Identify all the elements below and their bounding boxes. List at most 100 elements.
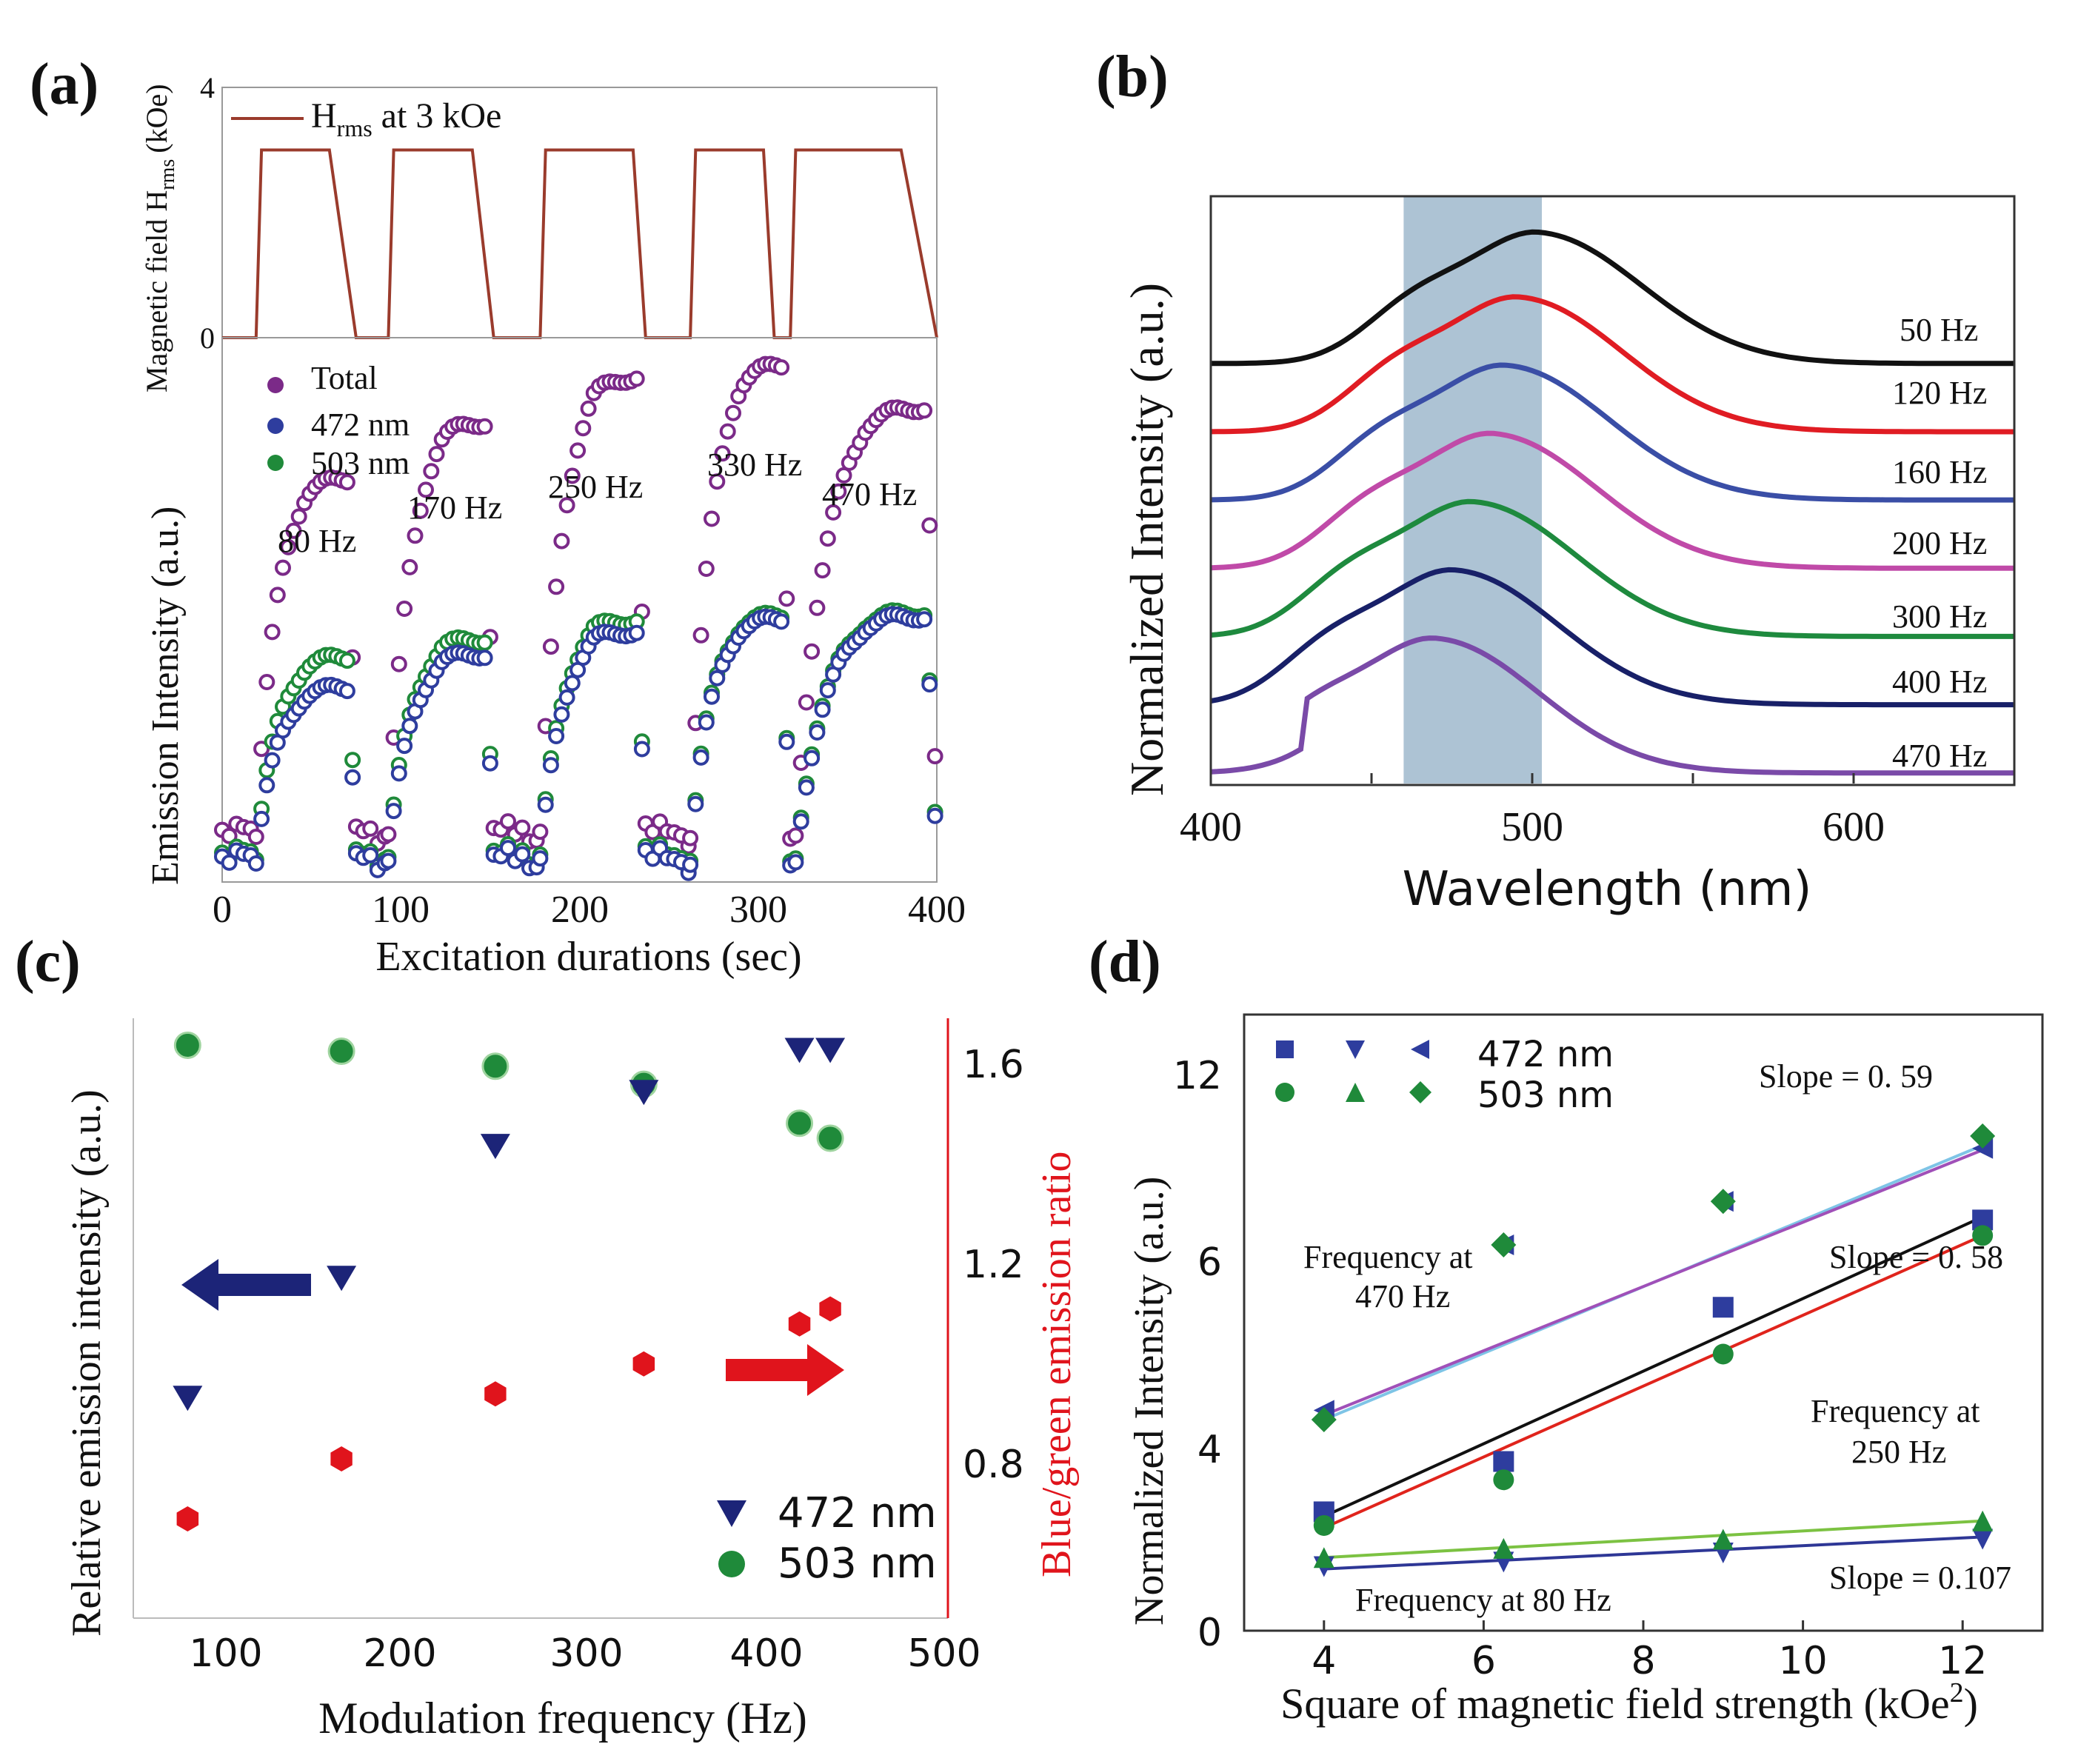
d-xtick-labels: 4 6 8 10 12 xyxy=(1312,1620,1987,1683)
c-arrow-right-shape xyxy=(726,1344,844,1396)
a-dot-Total xyxy=(280,538,297,555)
a-dot-Total xyxy=(709,473,726,490)
a-dot-Total xyxy=(407,527,424,544)
a-top-ylabel-main: Magnetic field H xyxy=(140,190,173,392)
a-annotation-80hz: 80 Hz xyxy=(278,523,356,559)
c-legend-label-503: 503 nm xyxy=(778,1540,937,1588)
a-dot-Total xyxy=(423,463,440,480)
a-dot-Total xyxy=(412,502,429,519)
a-xlabel: Excitation durations (sec) xyxy=(375,934,801,980)
b-content xyxy=(1210,229,2014,776)
d-ytick-4: 4 xyxy=(1197,1428,1222,1472)
a-xtick-100: 100 xyxy=(372,889,430,931)
d-content xyxy=(1311,1123,1996,1577)
a-annotation-470hz: 470 Hz xyxy=(822,476,917,512)
a-dot-Total xyxy=(921,517,938,534)
b-frame xyxy=(1209,195,2016,786)
b-band xyxy=(1403,196,1543,784)
d-marker-triangle-up xyxy=(1712,1529,1734,1550)
a-dot-Total xyxy=(275,559,291,576)
d-xtick-12: 12 xyxy=(1938,1639,1987,1683)
d-frame xyxy=(1243,1013,2044,1632)
b-line-470Hz xyxy=(1210,635,2014,776)
a-dot-472nm xyxy=(553,706,570,723)
a-dot-Total xyxy=(916,402,933,419)
b-line-160Hz xyxy=(1210,362,2014,503)
a-dot-472nm xyxy=(804,749,821,766)
a-dot-472nm xyxy=(390,765,407,782)
d-legend-label-503: 503 nm xyxy=(1477,1075,1614,1116)
c-ylabel-right: Blue/green emission ratio xyxy=(1034,1152,1080,1577)
a-top-ylabel-sub: rms xyxy=(156,159,179,190)
d-marker-circle xyxy=(1493,1469,1514,1491)
a-dot-472nm xyxy=(916,611,933,628)
c-point-503nm xyxy=(816,1124,844,1152)
c-point-472nm xyxy=(327,1266,357,1292)
a-dot-472nm xyxy=(687,795,704,812)
b-ylabel: Normalized Intensity (a.u.) xyxy=(1120,283,1173,796)
a-dot-472nm xyxy=(264,752,281,769)
a-top-legend-main: H xyxy=(311,96,337,136)
c-point-503nm xyxy=(173,1031,201,1059)
a-top-ytick-4: 4 xyxy=(200,71,215,104)
d-xtick-6: 6 xyxy=(1471,1639,1496,1683)
a-xticks: 0 100 200 300 400 xyxy=(213,889,966,931)
a-dot-Total xyxy=(396,601,413,617)
a-dot-472nm xyxy=(344,769,361,786)
panel-a: (a) 4 0 Magnetic field Hrms(kOe) Hrms at… xyxy=(30,52,966,980)
b-xlabel: Wavelength (nm) xyxy=(1403,862,1812,917)
b-xticks-marks xyxy=(1209,773,2016,784)
a-dot-Total xyxy=(362,820,379,837)
a-dot-Total xyxy=(542,638,559,655)
c-point-ratio xyxy=(330,1446,353,1471)
c-xtick-400: 400 xyxy=(729,1631,803,1676)
a-dot-Total xyxy=(804,643,821,660)
a-dot-Total xyxy=(698,561,715,577)
a-dot-472nm xyxy=(500,840,516,857)
a-dot-472nm xyxy=(253,810,270,827)
c-point-503nm xyxy=(786,1109,814,1137)
b-line-400Hz xyxy=(1210,567,2014,708)
a-legend-marker-total xyxy=(267,377,284,393)
b-line-300Hz xyxy=(1210,498,2014,639)
a-top-ylabel: Magnetic field Hrms (kOe) xyxy=(140,84,179,392)
d-xlabel-main: Square of magnetic field strength (kOe xyxy=(1280,1680,1950,1728)
c-xtick-500: 500 xyxy=(907,1631,980,1676)
a-dot-472nm xyxy=(633,741,650,758)
a-dot-472nm xyxy=(921,676,938,693)
a-top-ytick-0: 0 xyxy=(200,321,215,355)
c-xtick-100: 100 xyxy=(189,1631,262,1676)
a-dot-Total xyxy=(628,370,645,387)
c-legend-label-472: 472 nm xyxy=(778,1489,937,1537)
a-xtick-0: 0 xyxy=(213,889,232,931)
d-freq-250-line1: Frequency at xyxy=(1811,1393,1980,1429)
b-label-470hz: 470 Hz xyxy=(1892,738,1987,774)
b-line-50Hz xyxy=(1211,229,2014,367)
d-marker-circle xyxy=(1313,1514,1334,1536)
a-dot-472nm xyxy=(548,728,565,744)
a-dot-Total xyxy=(500,813,516,830)
a-xtick-200: 200 xyxy=(551,889,609,931)
d-legend-tri-left xyxy=(1411,1040,1429,1059)
a-dot-Total xyxy=(773,359,790,376)
d-xtick-4: 4 xyxy=(1312,1639,1336,1683)
a-dot-472nm xyxy=(926,807,943,824)
c-point-472nm xyxy=(629,1080,659,1106)
b-label-300hz: 300 Hz xyxy=(1892,598,1987,635)
a-dot-Total xyxy=(830,483,847,500)
a-top-legend-rest: at 3 kOe xyxy=(373,96,502,136)
a-dot-Total xyxy=(809,599,826,616)
a-dot-Total xyxy=(264,624,281,641)
c-ytick-1.6: 1.6 xyxy=(963,1043,1024,1087)
c-content xyxy=(173,1031,846,1531)
b-label-400hz: 400 Hz xyxy=(1892,664,1987,700)
c-ytick-1.2: 1.2 xyxy=(963,1243,1024,1287)
a-dot-472nm xyxy=(809,724,826,741)
a-dot-472nm xyxy=(258,777,275,794)
d-xlabel-end: ) xyxy=(1964,1680,1978,1728)
a-dot-472nm xyxy=(221,854,238,871)
d-slope-250: Slope = 0. 58 xyxy=(1829,1239,2003,1275)
a-dot-Total xyxy=(514,819,531,836)
a-dot-Total xyxy=(814,562,831,579)
